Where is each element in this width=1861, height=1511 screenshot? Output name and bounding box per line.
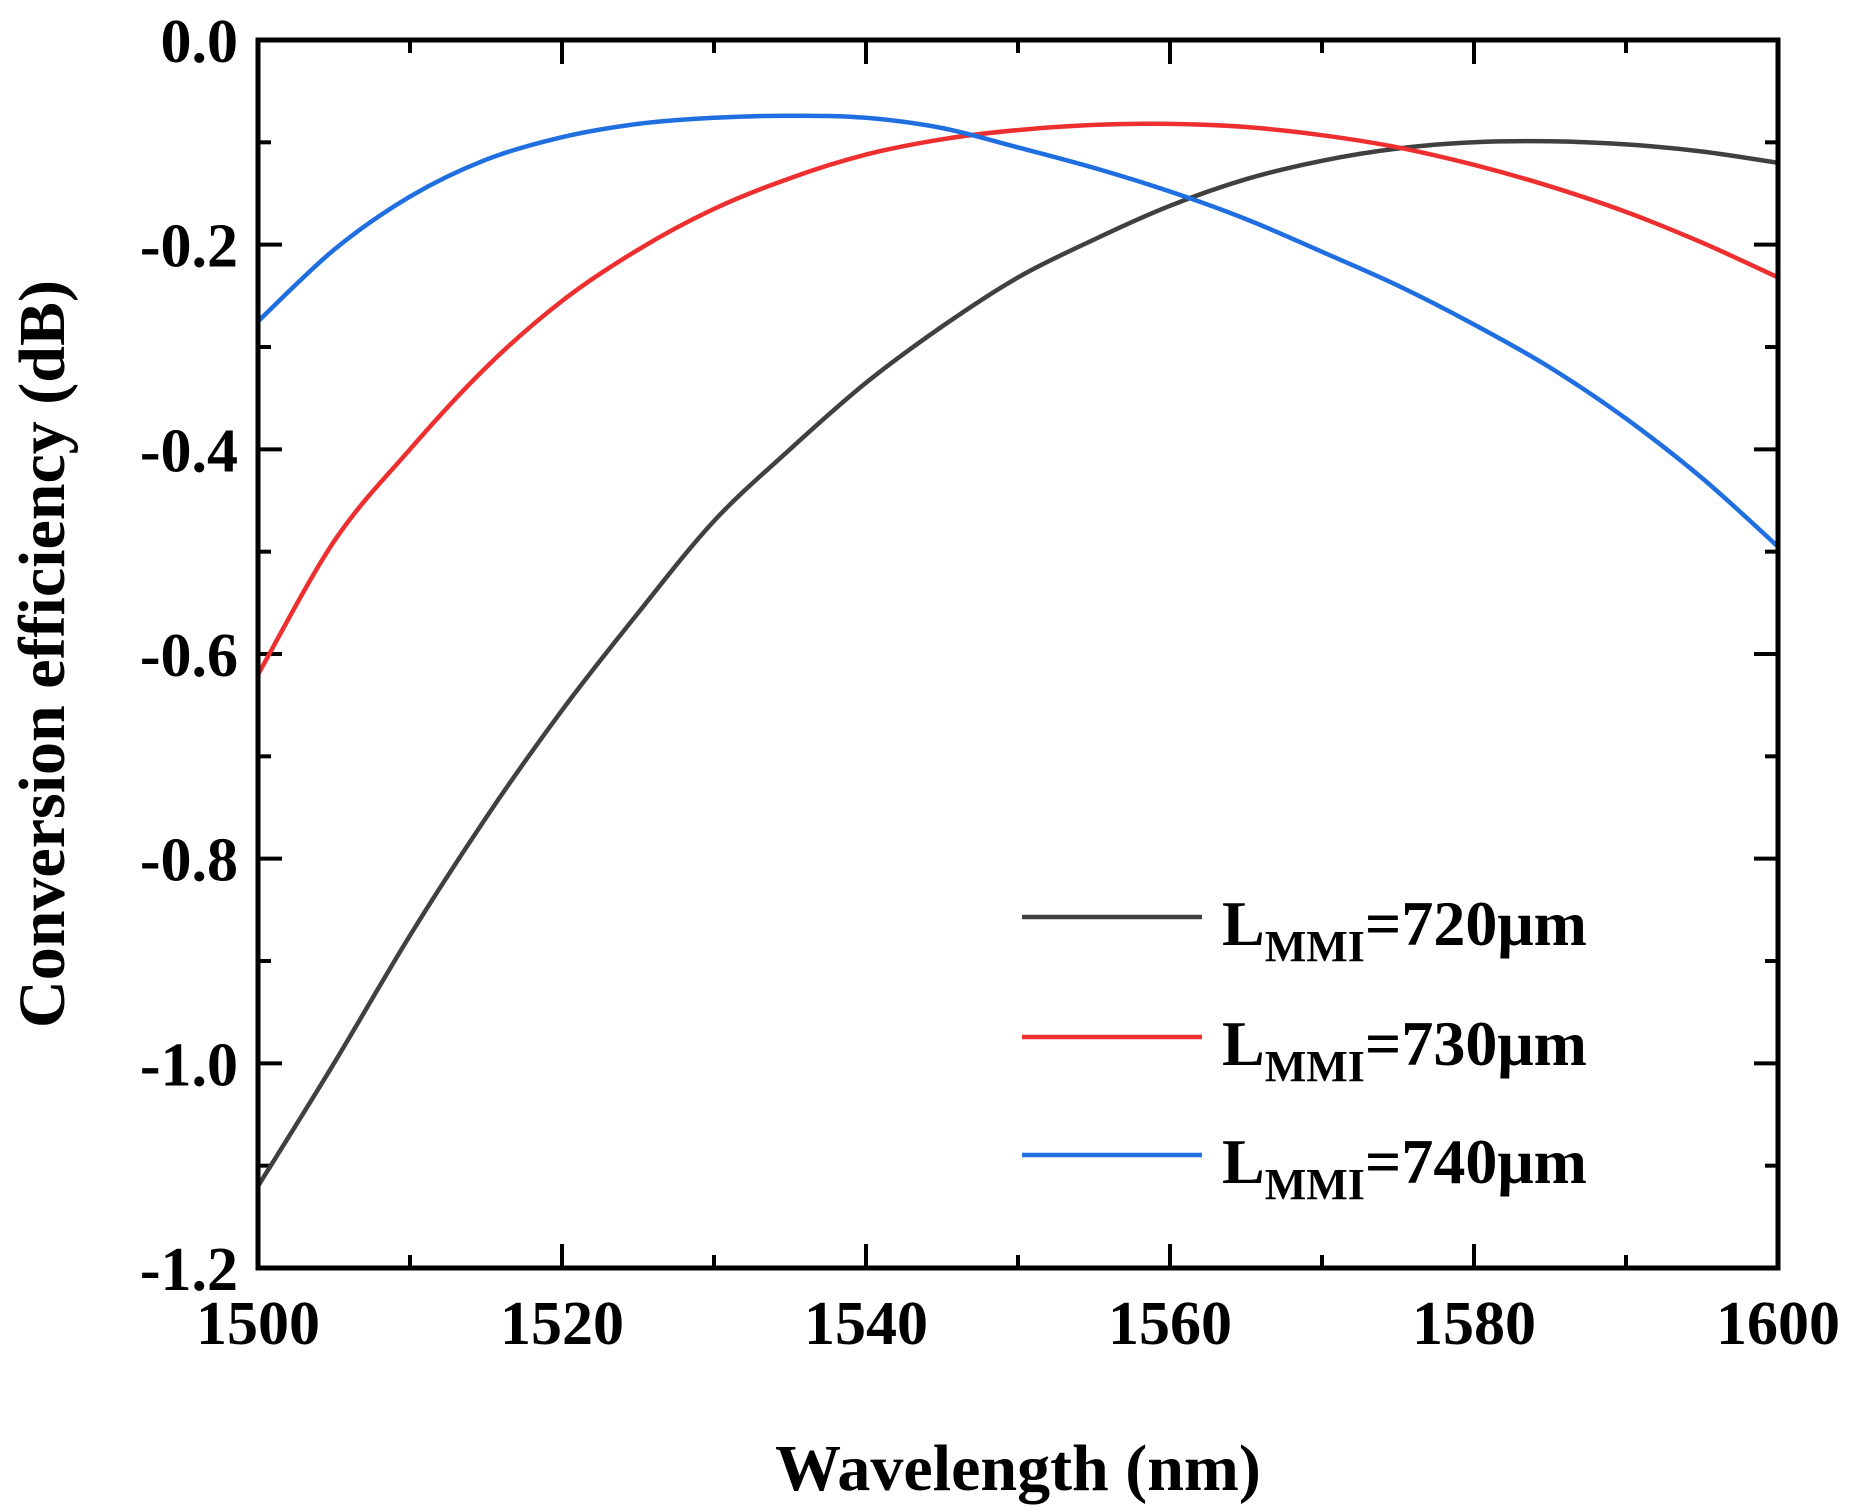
legend-label-main: L — [1222, 1008, 1265, 1079]
series-line-2 — [256, 121, 1779, 676]
series-layer — [256, 113, 1780, 1188]
y-tick-label: -0.8 — [140, 827, 238, 895]
y-tick-label: -0.6 — [140, 622, 238, 690]
x-tick-label: 1580 — [1412, 1290, 1536, 1358]
legend-label-rest: =720μm — [1365, 888, 1587, 959]
legend-label-2: LMMI=730μm — [1222, 1008, 1587, 1091]
legend-label-main: L — [1222, 1126, 1265, 1197]
y-tick-label: -0.2 — [140, 213, 238, 281]
ticks-layer — [256, 38, 1780, 1270]
legend-label-main: L — [1222, 888, 1265, 959]
legend-label-rest: =730μm — [1365, 1008, 1587, 1079]
legend-label-subscript: MMI — [1265, 1160, 1365, 1209]
x-tick-label: 1500 — [196, 1290, 320, 1358]
x-tick-label: 1520 — [500, 1290, 624, 1358]
series-line-3 — [256, 113, 1780, 549]
y-tick-label: -1.0 — [140, 1031, 238, 1099]
series-line-1 — [256, 138, 1779, 1188]
labels-layer: 1500 1520 1540 1560 1580 1600 0.0 -0.2 -0.4 -0.6 -… — [140, 8, 1840, 1358]
legend-label-subscript: MMI — [1265, 1042, 1365, 1091]
legend-label-rest: =740μm — [1365, 1126, 1587, 1197]
y-tick-label: -0.4 — [140, 417, 238, 485]
x-axis-title: Wavelength (nm) — [775, 1432, 1261, 1505]
y-tick-label: -1.2 — [140, 1236, 238, 1304]
legend-label-subscript: MMI — [1265, 922, 1365, 971]
x-tick-label: 1540 — [804, 1290, 928, 1358]
y-axis-title: Conversion efficiency (dB) — [6, 280, 79, 1028]
plot-frame — [255, 37, 1781, 1271]
x-tick-label: 1560 — [1108, 1290, 1232, 1358]
y-tick-label: 0.0 — [161, 8, 239, 76]
x-tick-label: 1600 — [1716, 1290, 1840, 1358]
legend-label-3: LMMI=740μm — [1222, 1126, 1587, 1209]
legend-label-1: LMMI=720μm — [1222, 888, 1587, 971]
